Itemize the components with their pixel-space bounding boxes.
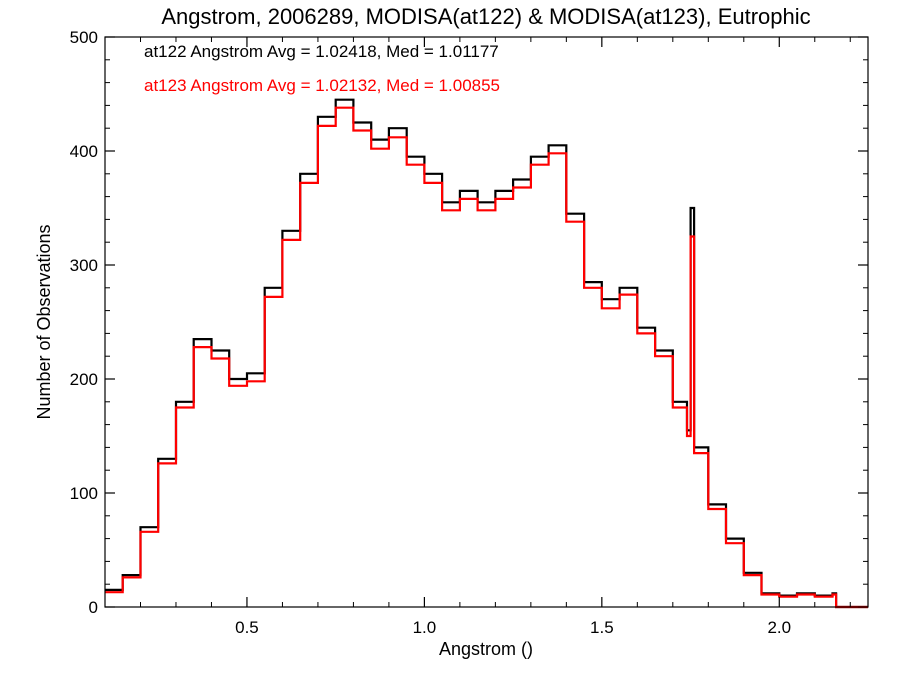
y-axis-label: Number of Observations [34,224,54,419]
y-tick-label: 200 [70,370,98,389]
legend-entry-at122: at122 Angstrom Avg = 1.02418, Med = 1.01… [144,42,499,61]
series-line-at123 [105,106,868,609]
series-layer [105,98,868,609]
y-tick-label: 100 [70,484,98,503]
y-tick-label: 500 [70,28,98,47]
x-axis-label: Angstrom () [439,639,533,659]
plot-frame [104,36,869,608]
y-tick-label: 300 [70,256,98,275]
y-tick-label: 0 [89,598,98,617]
x-axis-ticks: 0.5 1.0 1.5 2.0 [104,37,851,637]
y-tick-label: 400 [70,142,98,161]
x-tick-label: 0.5 [235,618,259,637]
x-tick-label: 1.0 [413,618,437,637]
x-tick-label: 1.5 [590,618,614,637]
series-line-at122 [105,98,868,609]
x-tick-label: 2.0 [767,618,791,637]
y-axis-ticks: 0 100 200 300 400 500 [70,28,868,617]
chart-title: Angstrom, 2006289, MODISA(at122) & MODIS… [161,4,810,29]
legend-entry-at123: at123 Angstrom Avg = 1.02132, Med = 1.00… [144,76,500,95]
